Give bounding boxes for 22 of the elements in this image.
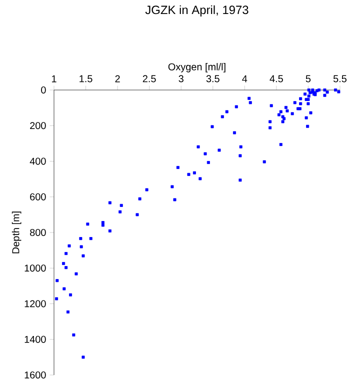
x-tick-label: 1: [52, 75, 56, 82]
x-tick-label: 2: [115, 75, 120, 82]
x-tick-label: 4.5: [270, 75, 283, 82]
y-tick-label: 0: [40, 86, 46, 94]
x-tick-label: 3.5: [206, 75, 220, 82]
y-tick-label: 1000: [24, 264, 46, 272]
x-axis-title: Oxygen [ml/l]: [168, 63, 226, 72]
y-tick-label: 1600: [24, 371, 46, 379]
y-tick-label: 200: [30, 122, 46, 130]
x-tick-label: 2.5: [142, 75, 156, 82]
y-tick-label: 1400: [24, 336, 46, 343]
x-tick-label: 3: [178, 75, 184, 82]
y-tick-label: 800: [30, 228, 46, 236]
y-tick-label: 1200: [24, 300, 46, 308]
y-tick-label: 600: [30, 193, 46, 200]
y-axis-title: Depth [m]: [12, 212, 22, 254]
x-tick-label: 1.5: [80, 75, 92, 82]
y-tick-label: 400: [30, 158, 46, 165]
x-tick-label: 5.5: [333, 75, 346, 82]
chart-title: JGZK in April, 1973: [145, 5, 248, 17]
x-tick-label: 4: [242, 75, 248, 82]
x-tick-label: 5: [306, 75, 310, 82]
